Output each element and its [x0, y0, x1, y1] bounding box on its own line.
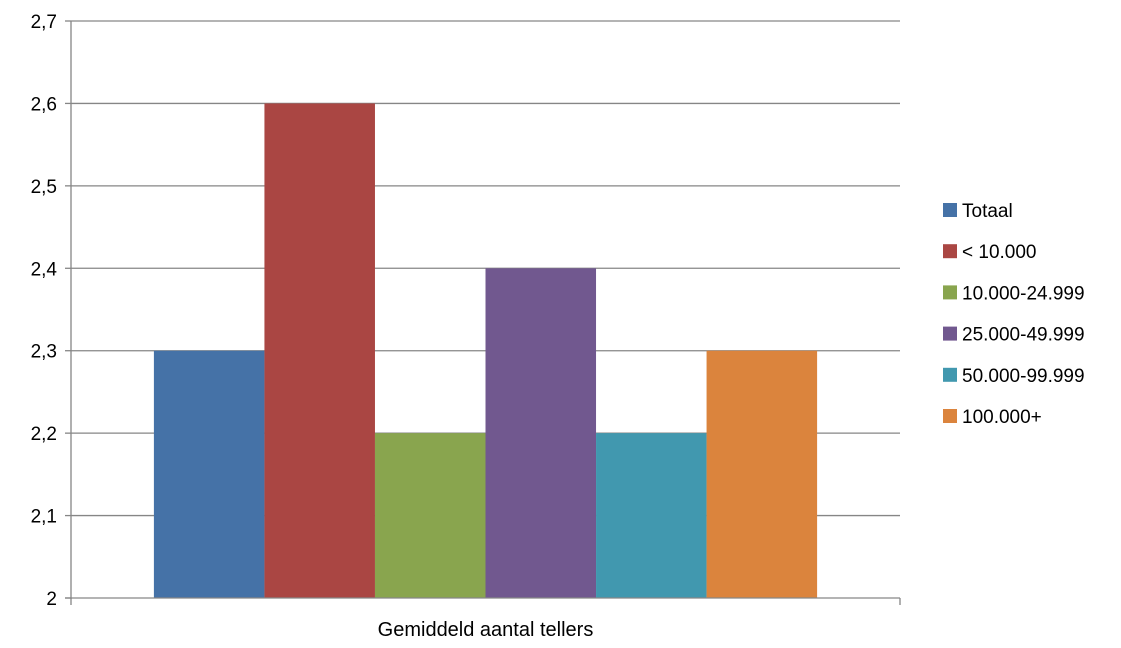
y-tick-label: 2,3 [31, 342, 57, 363]
legend-label: 25.000-49.999 [962, 325, 1085, 346]
bar [485, 268, 597, 598]
legend-swatch [943, 203, 957, 217]
y-tick-label: 2,5 [31, 177, 57, 198]
bar [374, 433, 486, 598]
y-tick-labels: 2 2,1 2,2 2,3 2,4 2,5 2,6 2,7 [31, 12, 58, 610]
legend-swatch [943, 285, 957, 300]
legend: Totaal < 10.000 10.000-24.999 25.000-49.999… [943, 201, 1085, 428]
y-tick-label: 2,6 [31, 94, 57, 115]
legend-label: 10.000-24.999 [962, 283, 1085, 304]
y-tick-label: 2,2 [31, 424, 57, 445]
legend-swatch [943, 409, 957, 423]
legend-swatch [943, 367, 957, 382]
x-category-labels: Gemiddeld aantal tellers [378, 619, 594, 641]
legend-label: Totaal [962, 201, 1013, 222]
bar [264, 103, 375, 598]
bar [706, 350, 818, 598]
bar [596, 433, 707, 598]
y-tick-label: 2,4 [31, 259, 58, 280]
legend-label: 50.000-99.999 [962, 366, 1085, 387]
bar [153, 350, 265, 598]
axes [65, 20, 901, 605]
x-category-label: Gemiddeld aantal tellers [378, 619, 594, 641]
legend-label: 100.000+ [962, 407, 1042, 428]
y-tick-label: 2 [46, 589, 57, 610]
y-tick-label: 2,1 [31, 507, 57, 528]
y-tick-label: 2,7 [31, 12, 57, 33]
legend-swatch [943, 326, 957, 341]
legend-swatch [943, 244, 957, 259]
legend-label: < 10.000 [962, 242, 1037, 263]
bars [153, 103, 818, 598]
